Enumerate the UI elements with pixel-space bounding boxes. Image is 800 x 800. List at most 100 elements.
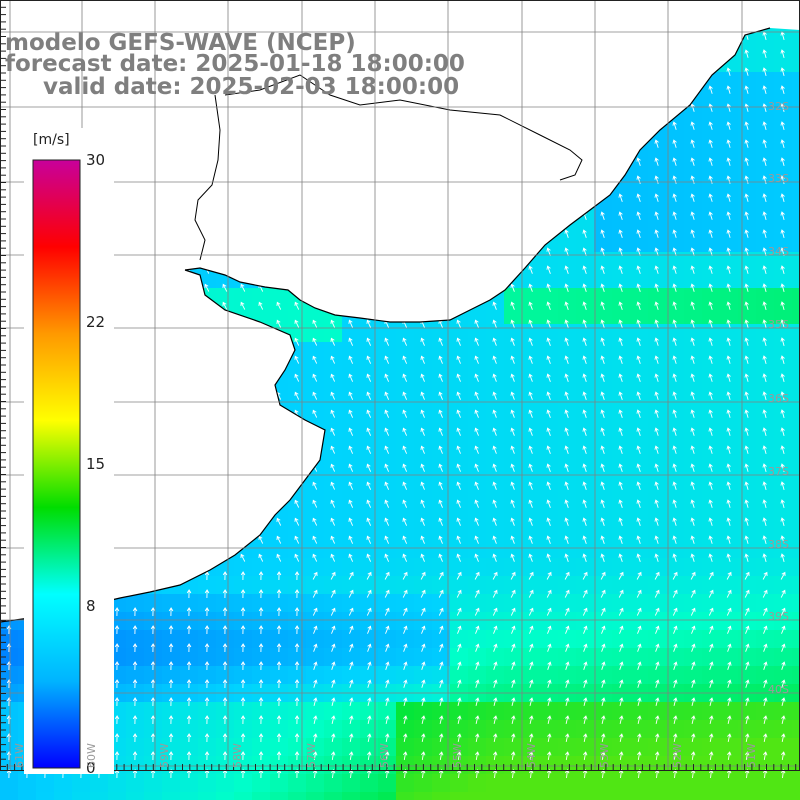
- wind-arrow: [637, 715, 642, 725]
- wind-arrow: [276, 643, 282, 653]
- wind-arrow: [330, 535, 336, 544]
- wind-cell: [180, 720, 198, 738]
- wind-cell: [576, 414, 594, 432]
- wind-cell: [684, 702, 702, 720]
- wind-cell: [396, 342, 414, 360]
- wind-arrow: [222, 283, 228, 292]
- wind-cell: [684, 396, 702, 414]
- wind-arrow: [636, 391, 641, 400]
- wind-cell: [252, 738, 270, 756]
- wind-cell: [738, 54, 756, 72]
- lon-label: 54W: [525, 743, 538, 768]
- wind-arrow: [547, 715, 552, 725]
- wind-cell: [450, 414, 468, 432]
- lon-label: 59W: [158, 743, 171, 768]
- wind-arrow: [780, 265, 785, 275]
- wind-cell: [792, 378, 800, 396]
- wind-arrow: [510, 589, 516, 598]
- wind-cell: [396, 522, 414, 540]
- wind-arrow: [690, 751, 696, 760]
- wind-arrow: [744, 85, 749, 94]
- wind-arrow: [528, 499, 533, 508]
- wind-cell: [540, 450, 558, 468]
- wind-cell: [324, 342, 342, 360]
- wind-arrow: [528, 265, 533, 274]
- wind-cell: [648, 558, 666, 576]
- wind-arrow: [654, 193, 659, 202]
- wind-arrow: [439, 643, 444, 652]
- colorbar-tick-label: 30: [86, 151, 106, 169]
- wind-cell: [432, 450, 450, 468]
- wind-arrow: [186, 607, 192, 617]
- wind-cell: [234, 594, 252, 612]
- wind-arrow: [204, 625, 210, 635]
- wind-cell: [126, 648, 144, 666]
- wind-cell: [540, 738, 558, 756]
- wind-arrow: [636, 607, 642, 616]
- wind-cell: [756, 216, 774, 234]
- wind-cell: [90, 792, 108, 800]
- wind-cell: [486, 720, 504, 738]
- wind-cell: [702, 720, 720, 738]
- wind-cell: [342, 342, 360, 360]
- wind-cell: [666, 180, 684, 198]
- wind-arrow: [780, 319, 785, 329]
- wind-cell: [504, 720, 522, 738]
- wind-arrow: [636, 283, 641, 292]
- wind-arrow: [654, 355, 659, 364]
- wind-cell: [648, 468, 666, 486]
- wind-arrow: [258, 679, 264, 689]
- wind-cell: [378, 648, 396, 666]
- wind-cell: [630, 666, 648, 684]
- wind-cell: [540, 432, 558, 450]
- wind-cell: [360, 522, 378, 540]
- wind-cell: [432, 522, 450, 540]
- wind-cell: [522, 756, 540, 774]
- wind-cell: [522, 792, 540, 800]
- wind-arrow: [637, 697, 642, 707]
- wind-arrow: [421, 697, 426, 707]
- wind-cell: [396, 504, 414, 522]
- wind-arrow: [691, 661, 696, 670]
- wind-cell: [486, 576, 504, 594]
- wind-arrow: [510, 553, 515, 562]
- wind-arrow: [222, 589, 228, 599]
- wind-cell: [684, 450, 702, 468]
- wind-arrow: [565, 715, 570, 725]
- wind-cell: [612, 648, 630, 666]
- wind-arrow: [348, 427, 354, 436]
- wind-arrow: [781, 697, 786, 707]
- wind-cell: [0, 792, 18, 800]
- wind-arrow: [546, 463, 551, 472]
- wind-cell: [558, 576, 576, 594]
- wind-arrow: [708, 103, 713, 112]
- wind-arrow: [762, 67, 767, 77]
- wind-arrow: [240, 751, 246, 761]
- wind-cell: [234, 792, 252, 800]
- wind-cell: [504, 522, 522, 540]
- wind-arrow: [654, 535, 659, 544]
- wind-cell: [432, 648, 450, 666]
- wind-arrow: [312, 589, 318, 598]
- wind-arrow: [168, 697, 174, 707]
- wind-arrow: [457, 661, 462, 670]
- wind-cell: [774, 792, 792, 800]
- wind-arrow: [150, 751, 156, 761]
- wind-cell: [702, 252, 720, 270]
- wind-arrow: [294, 733, 300, 743]
- wind-arrow: [474, 499, 479, 508]
- wind-arrow: [708, 283, 713, 292]
- wind-arrow: [781, 715, 786, 725]
- wind-cell: [306, 774, 324, 792]
- lon-label: 61W: [13, 743, 26, 768]
- wind-cell: [702, 504, 720, 522]
- wind-cell: [396, 774, 414, 792]
- wind-cell: [666, 522, 684, 540]
- wind-cell: [540, 756, 558, 774]
- wind-cell: [414, 324, 432, 342]
- wind-cell: [270, 756, 288, 774]
- wind-cell: [684, 360, 702, 378]
- wind-arrow: [420, 337, 425, 346]
- wind-arrow: [672, 463, 677, 472]
- wind-arrow: [690, 481, 695, 490]
